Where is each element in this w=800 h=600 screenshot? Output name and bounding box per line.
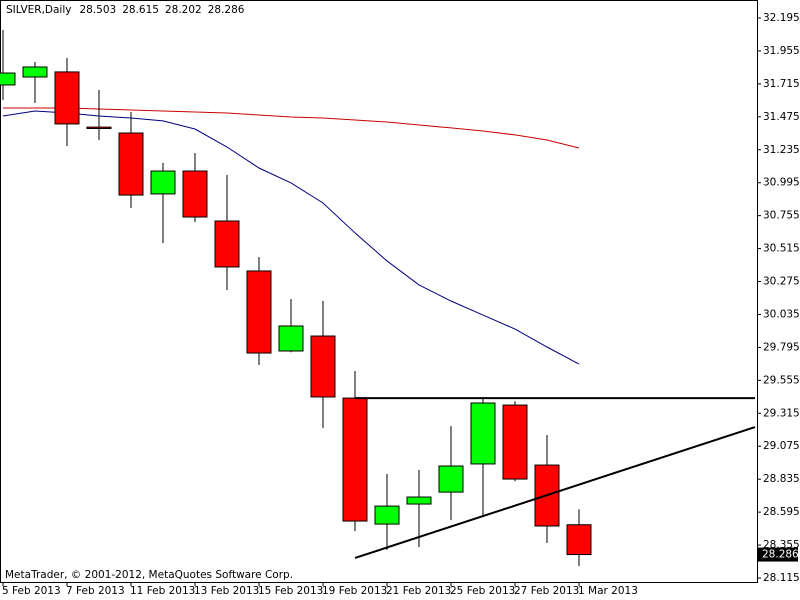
candle-body <box>246 270 272 354</box>
x-tick-label: 25 Feb 2013 <box>450 585 515 597</box>
y-tick-label: 32.195 <box>763 12 800 24</box>
x-tick-label: 11 Feb 2013 <box>130 585 195 597</box>
chart-title: SILVER,Daily <box>6 4 71 16</box>
plot-area <box>0 29 756 567</box>
candle-body <box>470 402 496 465</box>
candle-body <box>118 132 144 196</box>
ohlc-open: 28.503 <box>79 4 116 16</box>
candle-body <box>406 496 432 505</box>
trend-line <box>354 426 756 559</box>
candle-body <box>342 397 368 522</box>
candle-body <box>22 66 48 78</box>
y-tick-label: 28.595 <box>763 506 800 518</box>
x-tick-label: 15 Feb 2013 <box>258 585 323 597</box>
x-tick-label: 5 Feb 2013 <box>2 585 61 597</box>
x-tick-label: 21 Feb 2013 <box>386 585 451 597</box>
x-tick-label: 27 Feb 2013 <box>514 585 579 597</box>
y-tick-label: 31.235 <box>763 144 800 156</box>
y-tick-label: 29.315 <box>763 407 800 419</box>
candle-body <box>310 335 336 398</box>
y-tick-label: 29.555 <box>763 374 800 386</box>
y-tick-label: 31.475 <box>763 111 800 123</box>
y-tick-label: 31.715 <box>763 78 800 90</box>
y-tick-label: 29.075 <box>763 440 800 452</box>
y-tick-label: 28.115 <box>763 572 800 584</box>
ohlc-close: 28.286 <box>208 4 245 16</box>
y-tick-label: 28.835 <box>763 473 800 485</box>
candle-body <box>278 325 304 352</box>
ohlc-high: 28.615 <box>122 4 159 16</box>
x-tick-label: 7 Feb 2013 <box>66 585 125 597</box>
x-tick-label: 1 Mar 2013 <box>578 585 638 597</box>
x-tick-label: 13 Feb 2013 <box>194 585 259 597</box>
y-tick-label: 29.795 <box>763 341 800 353</box>
plot-frame <box>0 0 758 583</box>
candle-body <box>86 126 112 129</box>
candle-body <box>566 524 592 556</box>
candle-body <box>214 220 240 268</box>
candle-body <box>502 404 528 480</box>
candle-body <box>0 72 16 86</box>
y-tick-label: 30.275 <box>763 276 800 288</box>
y-tick-label: 30.515 <box>763 243 800 255</box>
y-tick-label: 30.035 <box>763 308 800 320</box>
candle-body <box>150 170 176 195</box>
copyright: MetaTrader, © 2001-2012, MetaQuotes Soft… <box>5 569 293 581</box>
y-tick-label: 30.995 <box>763 177 800 189</box>
price-label: 28.286 <box>762 549 799 561</box>
y-tick-label: 31.955 <box>763 45 800 57</box>
candle-body <box>182 170 208 218</box>
candle-body <box>438 465 464 493</box>
price-box <box>758 547 798 562</box>
ohlc-low: 28.202 <box>165 4 202 16</box>
x-tick-label: 19 Feb 2013 <box>322 585 387 597</box>
candle-body <box>54 71 80 125</box>
y-tick-label: 30.755 <box>763 210 800 222</box>
candle-body <box>374 505 400 525</box>
